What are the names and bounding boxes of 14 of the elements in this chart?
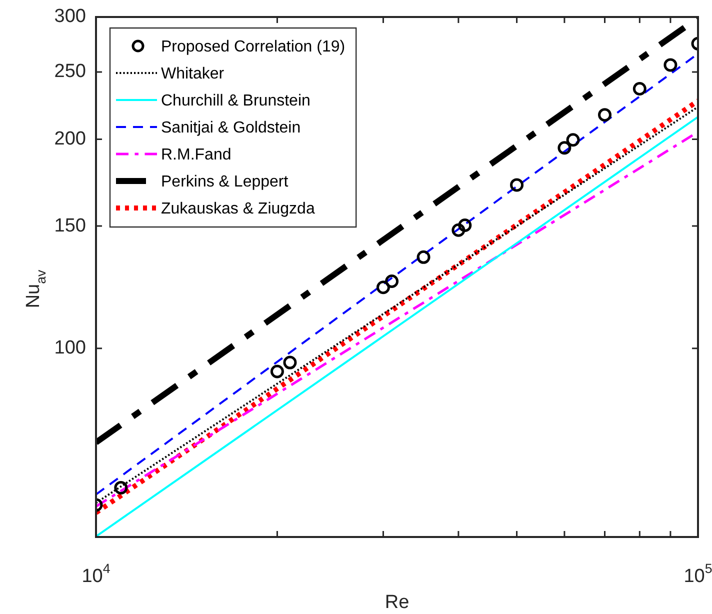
legend-label: Churchill & Brunstein <box>161 92 310 110</box>
legend-label: Whitaker <box>161 65 225 82</box>
legend-label: Zukauskas & Ziugzda <box>161 200 315 218</box>
legend-label: R.M.Fand <box>161 146 232 164</box>
x-axis-title: Re <box>384 592 410 614</box>
legend-label: Proposed Correlation (19) <box>161 38 346 56</box>
y-tick-label: 200 <box>54 128 86 150</box>
y-tick-label: 300 <box>54 6 86 28</box>
y-tick-label: 250 <box>54 61 86 82</box>
y-tick-label: 150 <box>54 215 86 236</box>
legend-label: Sanitjai & Goldstein <box>161 119 301 136</box>
y-tick-label: 100 <box>54 338 86 359</box>
y-axis-title: Nuav <box>23 269 48 308</box>
legend-label: Perkins & Leppert <box>161 173 289 190</box>
